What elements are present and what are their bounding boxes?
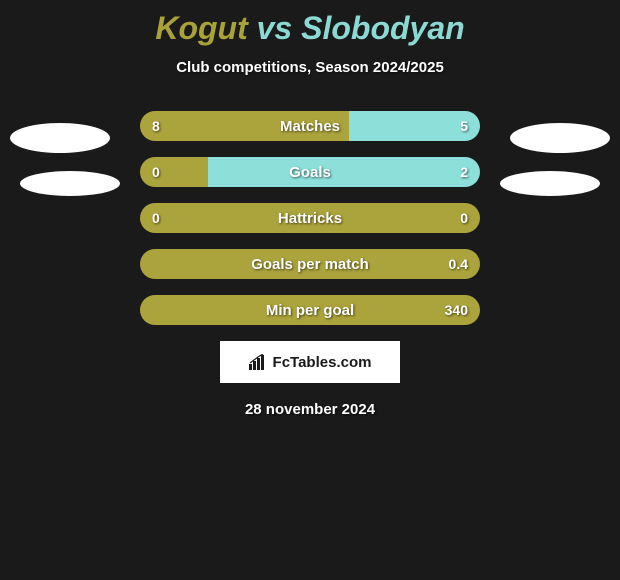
subtitle: Club competitions, Season 2024/2025 bbox=[0, 59, 620, 76]
chart-bars-icon bbox=[249, 354, 267, 370]
player1-badge-1 bbox=[10, 123, 110, 153]
comparison-title: Kogut vs Slobodyan bbox=[0, 0, 620, 47]
vs-label: vs bbox=[257, 10, 293, 46]
stat-row: 0Hattricks0 bbox=[140, 203, 480, 233]
stat-label: Min per goal bbox=[140, 295, 480, 325]
player2-badge-1 bbox=[510, 123, 610, 153]
stat-value-right: 5 bbox=[460, 111, 468, 141]
stat-label: Goals bbox=[140, 157, 480, 187]
brand-logo: FcTables.com bbox=[220, 341, 400, 383]
stat-row: 8Matches5 bbox=[140, 111, 480, 141]
player1-badge-2 bbox=[20, 171, 120, 196]
stat-value-right: 0 bbox=[460, 203, 468, 233]
date-text: 28 november 2024 bbox=[0, 401, 620, 418]
stat-row: Goals per match0.4 bbox=[140, 249, 480, 279]
stat-value-right: 0.4 bbox=[449, 249, 468, 279]
stat-label: Hattricks bbox=[140, 203, 480, 233]
player2-name: Slobodyan bbox=[301, 10, 465, 46]
stats-area: 8Matches50Goals20Hattricks0Goals per mat… bbox=[0, 111, 620, 325]
stat-label: Matches bbox=[140, 111, 480, 141]
stat-label: Goals per match bbox=[140, 249, 480, 279]
player1-name: Kogut bbox=[155, 10, 247, 46]
stat-rows-container: 8Matches50Goals20Hattricks0Goals per mat… bbox=[140, 111, 480, 325]
stat-value-right: 2 bbox=[460, 157, 468, 187]
stat-value-right: 340 bbox=[445, 295, 468, 325]
stat-row: Min per goal340 bbox=[140, 295, 480, 325]
brand-text: FcTables.com bbox=[273, 354, 372, 371]
player2-badge-2 bbox=[500, 171, 600, 196]
stat-row: 0Goals2 bbox=[140, 157, 480, 187]
